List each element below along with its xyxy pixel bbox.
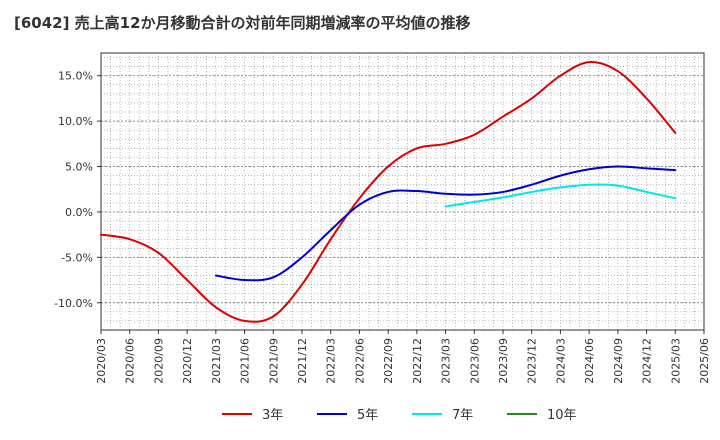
x-tick-label: 2024/09 [612,338,625,384]
y-tick-label: 0.0% [65,206,93,219]
chart-title: [6042] 売上高12か月移動合計の対前年同期増減率の平均値の推移 [14,14,471,32]
x-tick-label: 2025/03 [669,338,682,384]
x-tick-label: 2023/03 [440,338,453,384]
x-tick-label: 2022/06 [353,338,366,384]
x-tick-label: 2022/03 [325,338,338,384]
legend: 3年 5年 7年 10年 [222,408,577,423]
x-tick-label: 2024/03 [554,338,567,384]
x-tick-label: 2020/06 [124,338,137,384]
x-tick-label: 2024/12 [641,338,654,384]
legend-label: 5年 [357,408,378,423]
x-tick-label: 2021/09 [267,338,280,384]
series-line-1 [100,61,677,323]
series-line-3 [444,183,677,208]
y-tick-label: 10.0% [58,115,93,128]
x-tick-label: 2023/09 [497,338,510,384]
x-tick-label: 2022/12 [411,338,424,384]
plot-frame [100,52,705,331]
legend-label: 3年 [262,408,283,423]
x-tick-label: 2025/06 [698,338,711,384]
y-tick-label: -5.0% [61,251,93,264]
x-tick-label: 2023/06 [468,338,481,384]
y-tick-label: -10.0% [54,297,93,310]
x-tick-label: 2021/12 [296,338,309,384]
x-tick-label: 2021/03 [210,338,223,384]
y-tick-label: 15.0% [58,70,93,83]
x-tick-label: 2020/03 [95,338,108,384]
x-tick-label: 2020/12 [181,338,194,384]
x-tick-label: 2021/06 [239,338,252,384]
series-line-2 [214,165,677,282]
x-tick-label: 2023/12 [526,338,539,384]
legend-label: 7年 [452,408,473,423]
plot-area [100,52,705,331]
x-tick-label: 2020/09 [152,338,165,384]
series-lines [100,61,677,323]
y-axis: -10.0% -5.0% 0.0% 5.0% 10.0% 15.0% [54,70,101,310]
y-tick-label: 5.0% [65,161,93,174]
legend-label: 10年 [547,408,577,423]
x-tick-label: 2024/06 [583,338,596,384]
x-tick-label: 2022/09 [382,338,395,384]
x-axis: 2020/03 2020/06 2020/09 2020/12 2021/03 2021/… [95,330,711,384]
